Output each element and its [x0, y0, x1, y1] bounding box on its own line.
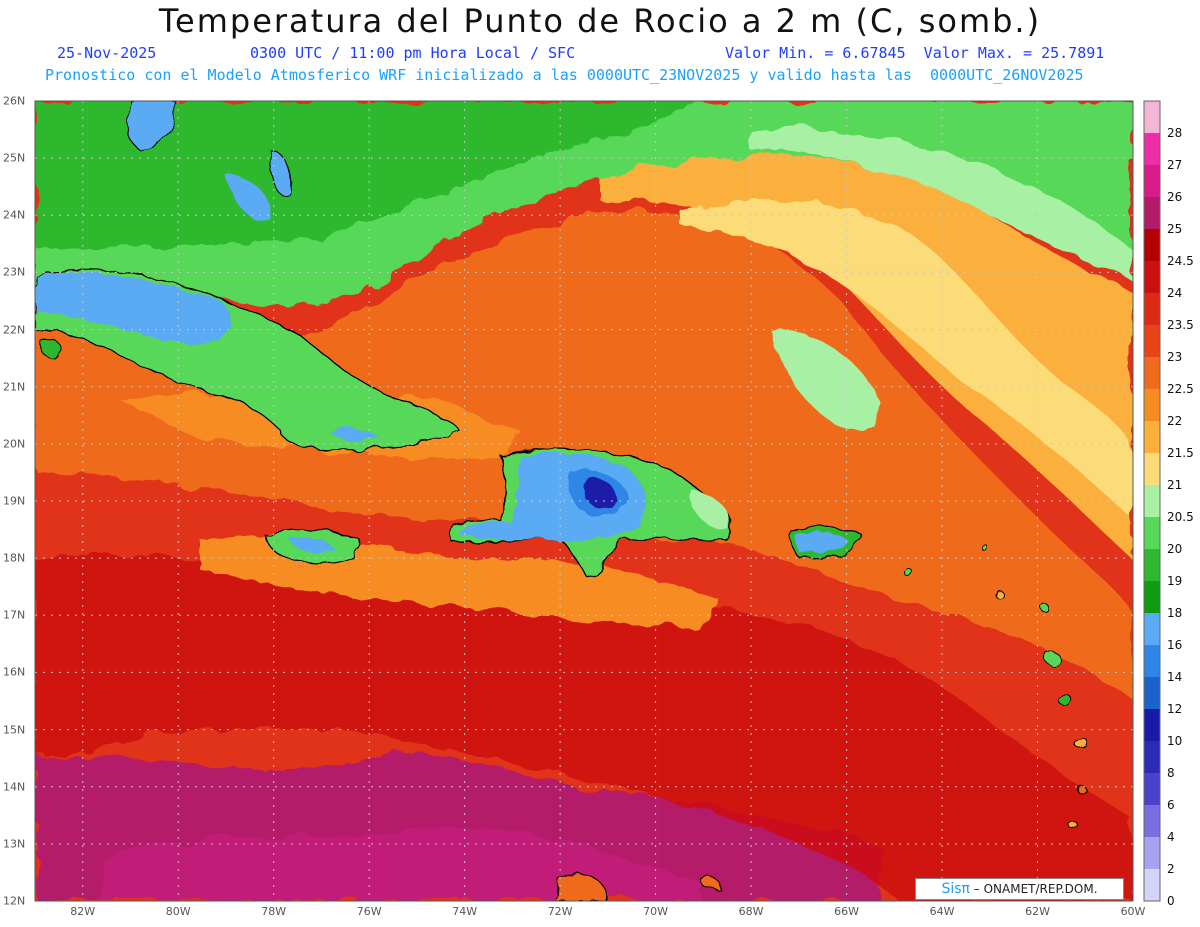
islands — [35, 101, 1087, 901]
colorbar-label: 16 — [1167, 638, 1183, 652]
lat-label: 18N — [3, 551, 26, 565]
lat-label: 14N — [3, 780, 26, 794]
colorbar-label: 10 — [1167, 734, 1183, 748]
colorbar-segment — [1144, 837, 1160, 870]
lon-label: 76W — [356, 905, 382, 918]
model-run-info: Pronostico con el Modelo Atmosferico WRF… — [45, 66, 1084, 84]
lon-label: 78W — [261, 905, 287, 918]
colorbar-label: 14 — [1167, 670, 1183, 684]
lon-label: 60W — [1120, 905, 1146, 918]
lon-label: 70W — [643, 905, 669, 918]
colorbar-segment — [1144, 421, 1160, 454]
colorbar-frame — [1143, 100, 1161, 902]
lat-label: 16N — [3, 665, 26, 679]
graticule — [35, 101, 1133, 901]
colorbar-segment — [1144, 453, 1160, 486]
lat-label: 15N — [3, 723, 26, 737]
colorbar-label: 4 — [1167, 830, 1175, 844]
forecast-time: 0300 UTC / 11:00 pm Hora Local / SFC — [250, 44, 576, 62]
lon-label: 68W — [738, 905, 764, 918]
lat-label: 20N — [3, 437, 26, 451]
colorbar-segment — [1144, 325, 1160, 358]
colorbar-label: 23 — [1167, 350, 1183, 364]
colorbar-segment — [1144, 357, 1160, 390]
lon-label: 72W — [547, 905, 573, 918]
lat-label: 24N — [3, 208, 26, 222]
colorbar-segment — [1144, 613, 1160, 646]
lon-label: 64W — [929, 905, 955, 918]
lat-label: 12N — [3, 894, 26, 908]
colorbar-segment — [1144, 485, 1160, 518]
colorbar-label: 25 — [1167, 222, 1183, 236]
lat-label: 25N — [3, 151, 26, 165]
lat-label: 22N — [3, 323, 26, 337]
colorbar-segment — [1144, 293, 1160, 326]
lat-label: 26N — [3, 94, 26, 108]
sispi-logo: Sisπ — [941, 881, 970, 897]
colorbar-segment — [1144, 517, 1160, 550]
colorbar-segment — [1144, 197, 1160, 230]
lat-label: 13N — [3, 837, 26, 851]
colorbar-label: 24.5 — [1167, 254, 1194, 268]
colorbar-label: 20 — [1167, 542, 1183, 556]
colorbar-label: 24 — [1167, 286, 1183, 300]
colorbar-segment — [1144, 389, 1160, 422]
colorbar-label: 26 — [1167, 190, 1183, 204]
lon-label: 82W — [70, 905, 96, 918]
lat-label: 19N — [3, 494, 26, 508]
colorbar-segment — [1144, 869, 1160, 902]
map-title: Temperatura del Punto de Rocio a 2 m (C,… — [158, 2, 1042, 40]
lon-label: 74W — [452, 905, 478, 918]
colorbar-label: 21 — [1167, 478, 1183, 492]
colorbar-label: 28 — [1167, 126, 1183, 140]
colorbar-label: 2 — [1167, 862, 1175, 876]
colorbar-segment — [1144, 773, 1160, 806]
colorbar-segment — [1144, 741, 1160, 774]
colorbar-label: 21.5 — [1167, 446, 1194, 460]
credit-box: Sisπ – ONAMET/REP.DOM. — [915, 878, 1124, 900]
colorbar-segment — [1144, 805, 1160, 838]
colorbar-label: 23.5 — [1167, 318, 1194, 332]
colorbar-label: 18 — [1167, 606, 1183, 620]
colorbar-segment — [1144, 165, 1160, 198]
colorbar-label: 6 — [1167, 798, 1175, 812]
colorbar-segment — [1144, 229, 1160, 262]
min-max-values: Valor Min. = 6.67845 Valor Max. = 25.789… — [725, 44, 1105, 62]
colorbar-segment — [1144, 709, 1160, 742]
colorbar-label: 22 — [1167, 414, 1183, 428]
lon-label: 62W — [1025, 905, 1050, 918]
lat-label: 23N — [3, 265, 26, 279]
colorbar-label: 22.5 — [1167, 382, 1194, 396]
colorbar-segment — [1144, 261, 1160, 294]
colorbar-label: 27 — [1167, 158, 1183, 172]
colorbar-label: 19 — [1167, 574, 1183, 588]
colorbar-segment — [1144, 581, 1160, 614]
lat-label: 21N — [3, 380, 26, 394]
credit-text: – ONAMET/REP.DOM. — [973, 882, 1098, 896]
forecast-date: 25-Nov-2025 — [57, 44, 157, 62]
colorbar-segment — [1144, 677, 1160, 710]
colorbar-segment — [1144, 133, 1160, 166]
colorbar — [1143, 100, 1161, 902]
colorbar-label: 8 — [1167, 766, 1175, 780]
colorbar-segment — [1144, 549, 1160, 582]
lat-label: 17N — [3, 608, 26, 622]
colorbar-segment — [1144, 101, 1160, 134]
colorbar-label: 0 — [1167, 894, 1175, 908]
lon-label: 66W — [834, 905, 859, 918]
lon-label: 80W — [165, 905, 191, 918]
colorbar-segment — [1144, 645, 1160, 678]
colorbar-label: 20.5 — [1167, 510, 1194, 524]
field-layer — [35, 101, 1133, 901]
colorbar-label: 12 — [1167, 702, 1183, 716]
